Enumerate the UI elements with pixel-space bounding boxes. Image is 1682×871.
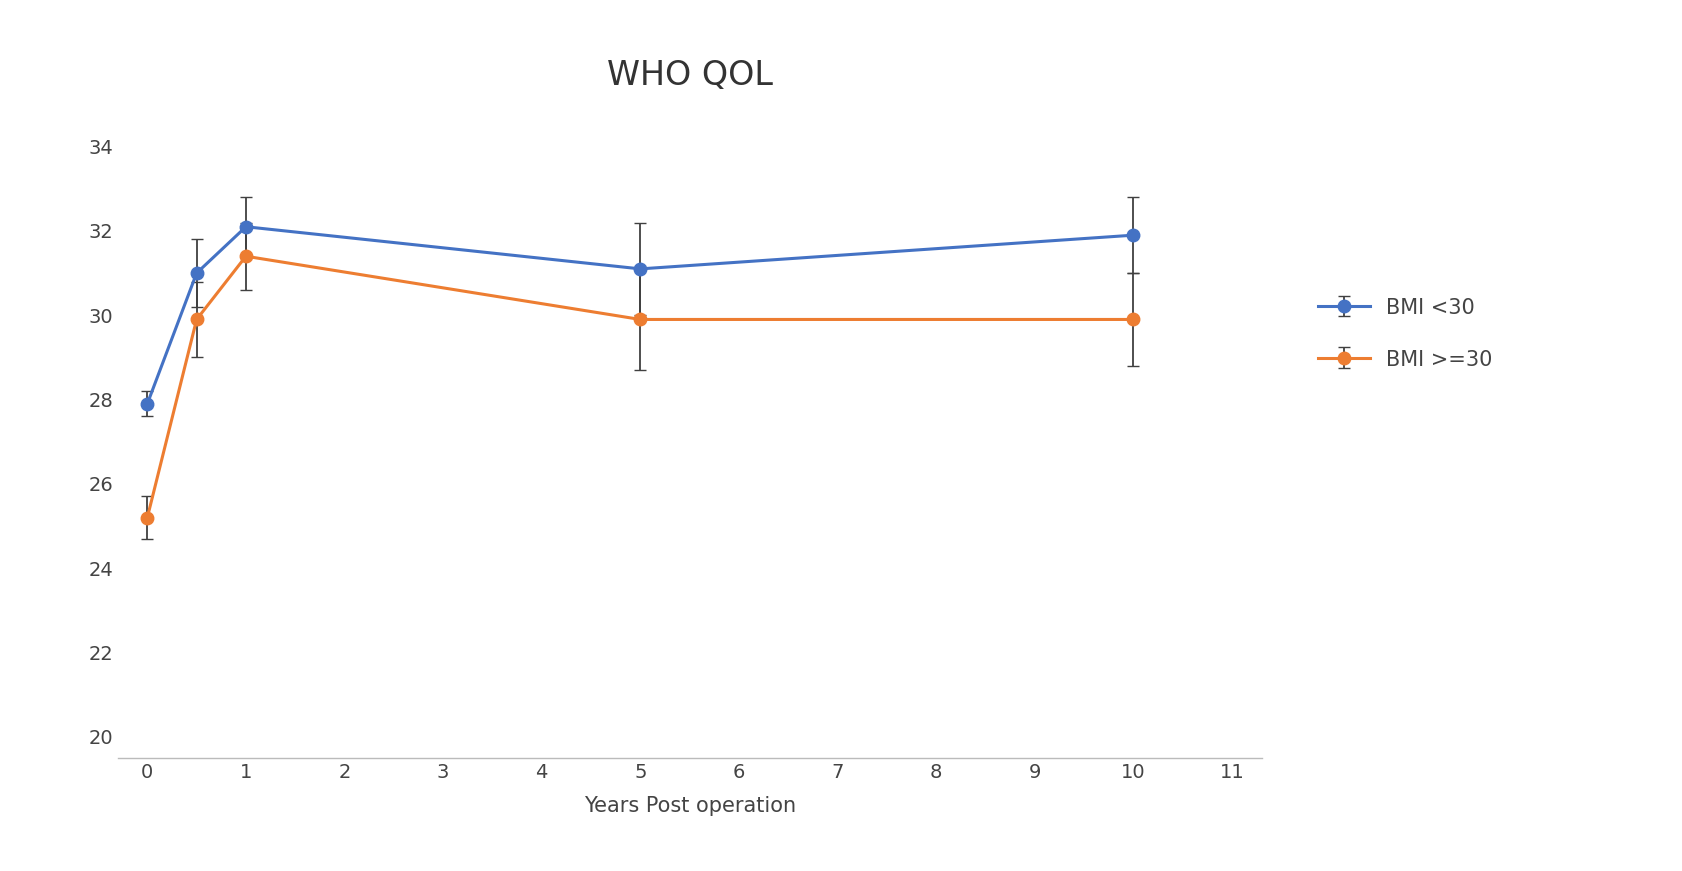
- X-axis label: Years Post operation: Years Post operation: [584, 795, 796, 815]
- Title: WHO QOL: WHO QOL: [607, 59, 772, 92]
- Legend: BMI <30, BMI >=30: BMI <30, BMI >=30: [1317, 298, 1494, 370]
